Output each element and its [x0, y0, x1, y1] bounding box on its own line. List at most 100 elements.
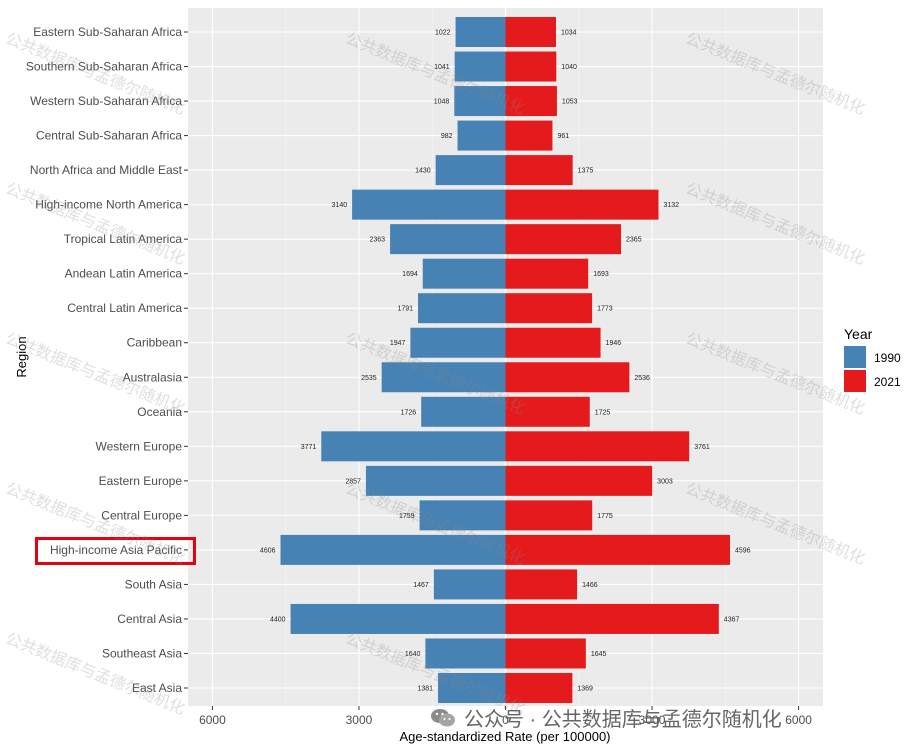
data-label-2021: 1775: [597, 513, 613, 520]
data-label-2021: 1693: [593, 271, 609, 278]
data-label-1990: 982: [441, 133, 453, 140]
bar-2021: [505, 569, 578, 600]
bar-1990: [435, 155, 506, 186]
bar-2021: [505, 86, 557, 117]
bar-2021: [505, 51, 557, 82]
data-label-2021: 1466: [582, 582, 598, 589]
bar-2021: [505, 327, 601, 358]
data-label-1990: 2363: [369, 237, 385, 244]
bar-2021: [505, 500, 593, 531]
data-label-1990: 4606: [260, 547, 276, 554]
bar-2021: [505, 155, 573, 186]
data-label-2021: 1040: [561, 64, 577, 71]
category-label: Southeast Asia: [102, 646, 182, 660]
data-label-1990: 1041: [434, 64, 450, 71]
legend-swatch-2021: [844, 370, 866, 392]
data-label-1990: 1791: [397, 306, 413, 313]
data-label-1990: 1947: [390, 340, 406, 347]
bar-1990: [381, 362, 506, 393]
data-label-1990: 1381: [417, 686, 433, 693]
legend: Year 1990 2021: [844, 326, 901, 392]
data-label-1990: 3771: [301, 444, 317, 451]
data-label-1990: 1467: [413, 582, 429, 589]
bar-1990: [418, 293, 506, 324]
bar-1990: [425, 638, 506, 669]
data-label-2021: 1034: [561, 30, 577, 37]
data-label-2021: 1369: [577, 686, 593, 693]
category-label: Andean Latin America: [65, 267, 183, 281]
footer-watermark: 公众号 · 公共数据库与孟德尔随机化: [430, 703, 782, 732]
data-label-1990: 1430: [415, 168, 431, 175]
data-label-2021: 1773: [597, 306, 613, 313]
bar-2021: [505, 120, 553, 151]
footer-watermark-text: 公众号 · 公共数据库与孟德尔随机化: [464, 709, 782, 731]
highlight-box: [35, 537, 196, 565]
bar-1990: [290, 603, 506, 634]
bar-1990: [410, 327, 506, 358]
data-label-1990: 2857: [345, 478, 361, 485]
category-label: Eastern Europe: [99, 474, 183, 488]
data-label-1990: 1640: [405, 651, 421, 658]
bar-1990: [421, 396, 506, 427]
x-tick-label: 3000: [639, 713, 666, 727]
data-label-2021: 1053: [562, 99, 578, 106]
y-axis-title: Region: [14, 336, 29, 377]
bar-2021: [505, 17, 557, 47]
bar-2021: [505, 293, 593, 324]
bar-2021: [505, 465, 653, 496]
category-label: High-income Asia Pacific: [50, 543, 182, 557]
data-label-2021: 3132: [663, 202, 679, 209]
bar-1990: [352, 189, 506, 220]
bar-1990: [419, 500, 506, 531]
bar-1990: [422, 258, 506, 289]
bar-2021: [505, 224, 622, 255]
data-label-2021: 961: [557, 133, 569, 140]
x-tick-label: 3000: [346, 713, 373, 727]
data-label-1990: 1022: [435, 30, 451, 37]
category-label: Tropical Latin America: [64, 232, 183, 246]
data-label-1990: 1759: [399, 513, 415, 520]
legend-swatch-1990: [844, 346, 866, 368]
bar-2021: [505, 396, 590, 427]
bar-2021: [505, 638, 586, 669]
bar-2021: [505, 673, 573, 703]
legend-label-1990: 1990: [874, 351, 901, 365]
bars: [280, 17, 730, 703]
bar-1990: [454, 51, 506, 82]
data-label-2021: 2536: [634, 375, 650, 382]
x-axis-tick-labels: 6000 3000 0 3000 6000: [199, 706, 812, 727]
category-label: East Asia: [132, 681, 182, 695]
bar-2021: [505, 431, 690, 462]
legend-label-2021: 2021: [874, 375, 901, 389]
bar-2021: [505, 603, 719, 634]
data-label-1990: 3140: [332, 202, 348, 209]
x-tick-label: 0: [502, 713, 509, 727]
category-label: Western Europe: [96, 439, 183, 453]
legend-title: Year: [844, 326, 873, 342]
data-label-1990: 1048: [434, 99, 450, 106]
category-label: High-income North America: [35, 198, 182, 212]
category-label: Central Europe: [101, 508, 182, 522]
x-tick-label: 6000: [785, 713, 812, 727]
category-label: Caribbean: [127, 336, 182, 350]
data-label-2021: 1725: [595, 409, 611, 416]
category-label: Central Latin America: [67, 301, 182, 315]
data-label-2021: 2365: [626, 237, 642, 244]
category-label: North Africa and Middle East: [30, 163, 183, 177]
bar-1990: [321, 431, 506, 462]
bar-2021: [505, 362, 630, 393]
data-label-2021: 3761: [694, 444, 710, 451]
data-label-2021: 3003: [657, 478, 673, 485]
category-label: Western Sub-Saharan Africa: [30, 94, 182, 108]
bar-1990: [454, 86, 506, 117]
data-label-1990: 4400: [270, 616, 286, 623]
bar-1990: [433, 569, 506, 600]
bar-2021: [505, 534, 730, 565]
category-label: Central Asia: [117, 612, 182, 626]
data-label-2021: 1946: [606, 340, 622, 347]
category-label: Eastern Sub-Saharan Africa: [33, 25, 182, 39]
bar-1990: [438, 673, 506, 703]
data-label-2021: 1645: [591, 651, 607, 658]
data-label-1990: 1694: [402, 271, 418, 278]
